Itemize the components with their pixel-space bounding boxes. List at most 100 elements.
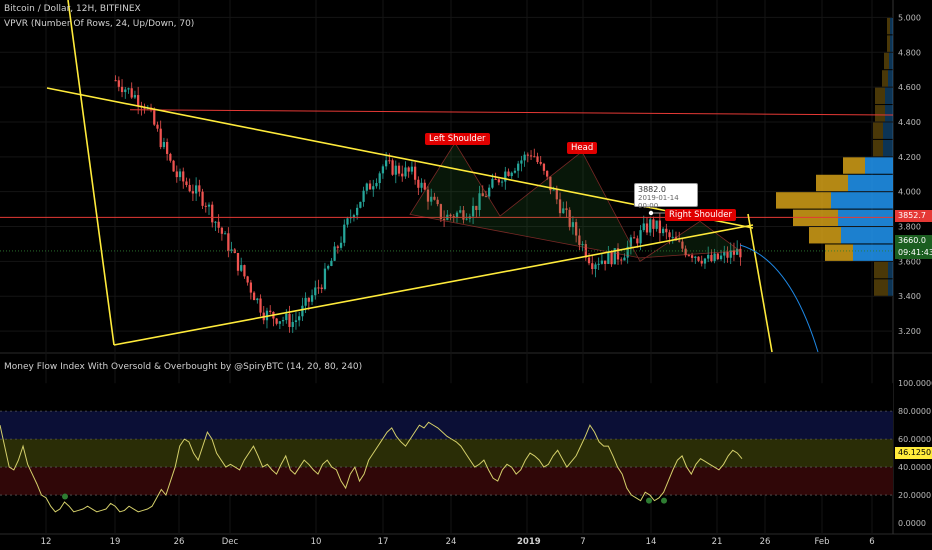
candle-body xyxy=(520,160,523,164)
candle-body xyxy=(236,253,240,271)
mfi-tick-label: 0.0000 xyxy=(898,519,926,528)
time-tick-label: 2019 xyxy=(517,537,541,547)
vp-up-bar xyxy=(888,261,893,279)
candle-body xyxy=(481,193,484,197)
candle-body xyxy=(214,221,217,223)
candle-body xyxy=(707,254,710,259)
candle-body xyxy=(291,321,294,327)
price-tick-label: 3.200 xyxy=(898,327,921,336)
mfi-tick-label: 100.0000 xyxy=(898,379,932,388)
time-tick-label: Dec xyxy=(221,537,239,547)
time-tick-label: 21 xyxy=(711,537,723,547)
candle-body xyxy=(207,204,211,207)
candle-body xyxy=(278,321,281,324)
candle-timer: 09:41:43 xyxy=(898,248,932,257)
vp-up-bar xyxy=(865,157,893,174)
right-trendline xyxy=(747,213,773,353)
vp-down-bar xyxy=(825,244,853,261)
candle-body xyxy=(623,257,626,261)
candle-body xyxy=(356,207,359,216)
candle-body xyxy=(327,265,330,269)
candle-body xyxy=(462,210,465,220)
candle-body xyxy=(162,142,166,148)
candle-body xyxy=(336,246,339,248)
overbought-band xyxy=(0,411,893,440)
candle-body xyxy=(694,256,697,258)
vp-up-bar xyxy=(890,35,893,52)
candle-body xyxy=(600,260,604,264)
oversold-signal xyxy=(62,493,68,500)
candle-body xyxy=(700,260,703,264)
candle-body xyxy=(275,318,278,324)
head-label[interactable]: Head xyxy=(567,142,598,154)
candle-body xyxy=(529,155,533,157)
candle-body xyxy=(172,160,175,172)
vp-up-bar xyxy=(888,279,893,296)
left-shoulder-label[interactable]: Left Shoulder xyxy=(425,133,490,145)
candle-body xyxy=(182,171,185,182)
mfi-line xyxy=(0,421,743,513)
candle-body xyxy=(642,223,645,231)
candle-body xyxy=(256,298,259,301)
crosshair-tooltip: 3882.0 2019-01-14 00:00 xyxy=(634,183,698,210)
candle-body xyxy=(552,189,555,191)
candle-body xyxy=(343,224,346,243)
candle-body xyxy=(388,160,391,162)
candle-body xyxy=(610,251,613,265)
projection-curve xyxy=(739,244,819,353)
right-shoulder-label[interactable]: Right Shoulder xyxy=(665,209,736,221)
candle-body xyxy=(127,88,130,90)
candle-body xyxy=(558,199,562,214)
candle-body xyxy=(562,208,565,214)
candle-body xyxy=(613,248,616,265)
time-tick-label: 7 xyxy=(580,537,586,547)
candle-body xyxy=(526,154,529,156)
vp-down-bar xyxy=(874,279,888,296)
candle-body xyxy=(571,222,575,228)
candle-body xyxy=(494,178,497,180)
candle-body xyxy=(320,287,323,289)
price-tick-label: 4.000 xyxy=(898,188,921,197)
candle-body xyxy=(719,255,723,260)
candle-body xyxy=(240,265,243,271)
candle-body xyxy=(539,162,542,164)
time-tick-label: 24 xyxy=(445,537,457,547)
candle-body xyxy=(185,181,188,186)
mfi-legend: Money Flow Index With Oversold & Overbou… xyxy=(4,362,363,372)
price-tick-label: 3.400 xyxy=(898,292,921,301)
price-tick-label: 4.400 xyxy=(898,118,921,127)
vp-down-bar xyxy=(873,139,883,157)
candle-body xyxy=(620,259,623,261)
candle-body xyxy=(375,183,378,187)
oversold-band xyxy=(0,467,893,496)
time-tick-label: 17 xyxy=(377,537,389,547)
candle-body xyxy=(333,246,336,261)
candle-body xyxy=(517,163,520,171)
candle-body xyxy=(442,218,446,220)
time-tick-label: 19 xyxy=(109,537,121,547)
candle-body xyxy=(549,176,552,191)
candle-body xyxy=(607,251,610,264)
candle-body xyxy=(604,260,607,264)
candle-body xyxy=(281,320,285,322)
candle-body xyxy=(475,205,478,211)
candle-body xyxy=(378,173,381,184)
vp-down-bar xyxy=(809,227,841,244)
vp-up-bar xyxy=(885,87,893,105)
candle-body xyxy=(629,237,633,247)
vp-down-bar xyxy=(875,87,885,105)
candle-body xyxy=(513,170,517,173)
candle-body xyxy=(385,160,388,167)
candle-body xyxy=(626,246,629,258)
oversold-signal xyxy=(646,497,652,504)
candle-body xyxy=(655,220,658,229)
candle-body xyxy=(285,313,288,321)
tooltip-time: 2019-01-14 00:00 xyxy=(638,194,679,210)
candle-body xyxy=(137,95,140,106)
candle-body xyxy=(536,156,539,163)
vp-up-bar xyxy=(885,105,893,122)
candle-body xyxy=(430,196,433,202)
drawing-overlays[interactable] xyxy=(0,0,894,353)
candle-body xyxy=(352,215,356,218)
